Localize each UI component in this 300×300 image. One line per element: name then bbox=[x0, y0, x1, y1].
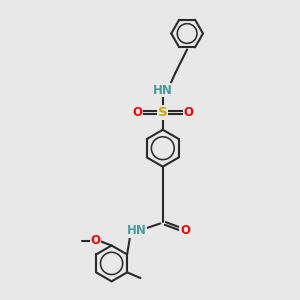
Text: O: O bbox=[132, 106, 142, 119]
Text: HN: HN bbox=[153, 84, 173, 97]
Text: O: O bbox=[91, 234, 101, 248]
Text: HN: HN bbox=[127, 224, 146, 237]
Text: O: O bbox=[183, 106, 194, 119]
Text: O: O bbox=[180, 224, 190, 237]
Text: S: S bbox=[158, 106, 168, 119]
